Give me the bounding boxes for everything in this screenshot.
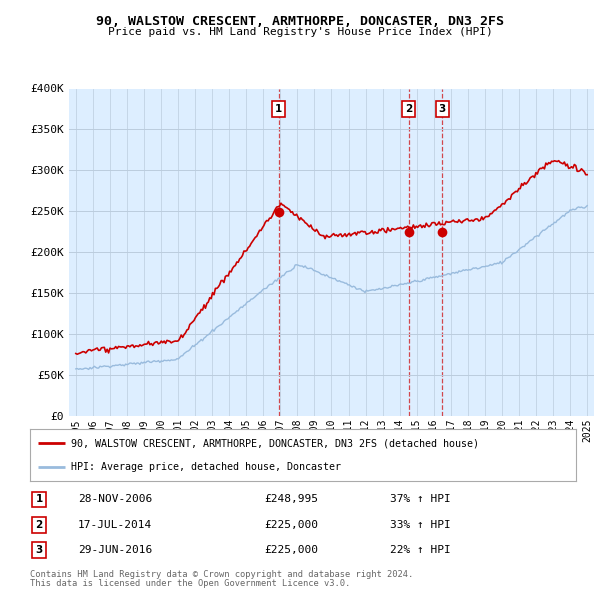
Text: 3: 3 (35, 545, 43, 555)
Text: £225,000: £225,000 (264, 545, 318, 555)
Text: Price paid vs. HM Land Registry's House Price Index (HPI): Price paid vs. HM Land Registry's House … (107, 27, 493, 37)
Text: 22% ↑ HPI: 22% ↑ HPI (390, 545, 451, 555)
Text: £225,000: £225,000 (264, 520, 318, 530)
Text: 90, WALSTOW CRESCENT, ARMTHORPE, DONCASTER, DN3 2FS (detached house): 90, WALSTOW CRESCENT, ARMTHORPE, DONCAST… (71, 438, 479, 448)
Text: £248,995: £248,995 (264, 494, 318, 504)
Text: 33% ↑ HPI: 33% ↑ HPI (390, 520, 451, 530)
Text: Contains HM Land Registry data © Crown copyright and database right 2024.: Contains HM Land Registry data © Crown c… (30, 571, 413, 579)
Text: 3: 3 (439, 104, 446, 114)
Text: This data is licensed under the Open Government Licence v3.0.: This data is licensed under the Open Gov… (30, 579, 350, 588)
Text: 28-NOV-2006: 28-NOV-2006 (78, 494, 152, 504)
Text: 37% ↑ HPI: 37% ↑ HPI (390, 494, 451, 504)
Text: 17-JUL-2014: 17-JUL-2014 (78, 520, 152, 530)
Text: 1: 1 (35, 494, 43, 504)
Text: 2: 2 (35, 520, 43, 530)
Text: 90, WALSTOW CRESCENT, ARMTHORPE, DONCASTER, DN3 2FS: 90, WALSTOW CRESCENT, ARMTHORPE, DONCAST… (96, 15, 504, 28)
Text: 29-JUN-2016: 29-JUN-2016 (78, 545, 152, 555)
Text: HPI: Average price, detached house, Doncaster: HPI: Average price, detached house, Donc… (71, 463, 341, 473)
Text: 2: 2 (405, 104, 413, 114)
Text: 1: 1 (275, 104, 283, 114)
